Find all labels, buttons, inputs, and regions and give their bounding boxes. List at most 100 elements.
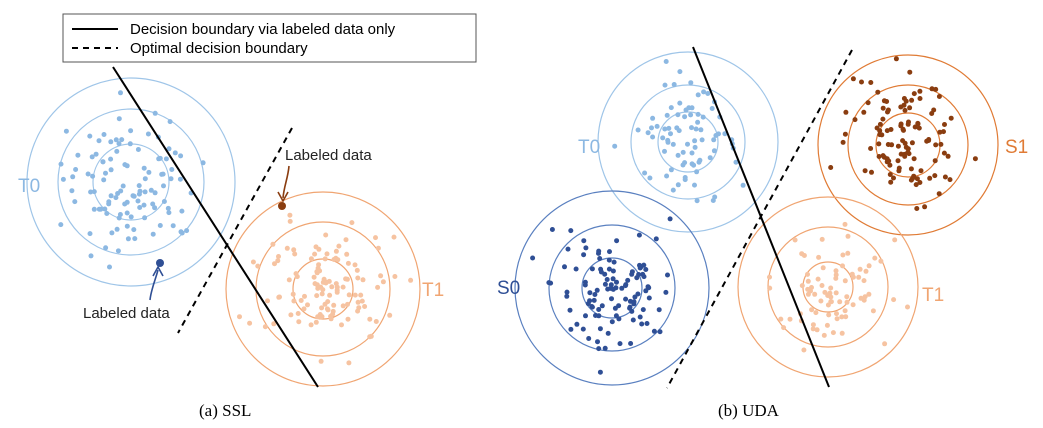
scatter-point bbox=[288, 312, 294, 318]
scatter-point bbox=[132, 236, 138, 242]
scatter-point bbox=[408, 277, 414, 283]
scatter-point bbox=[360, 277, 366, 283]
scatter-point bbox=[136, 191, 142, 197]
scatter-point bbox=[707, 155, 713, 161]
scatter-point bbox=[109, 230, 115, 236]
scatter-point bbox=[821, 332, 827, 338]
scatter-point bbox=[908, 166, 914, 172]
scatter-point bbox=[125, 236, 131, 242]
scatter-point bbox=[150, 231, 156, 237]
scatter-point bbox=[101, 177, 107, 183]
scatter-point bbox=[301, 306, 307, 312]
scatter-point bbox=[834, 311, 839, 317]
scatter-point bbox=[627, 304, 633, 310]
scatter-point bbox=[805, 286, 811, 292]
scatter-point bbox=[237, 314, 242, 320]
scatter-point bbox=[941, 150, 947, 156]
scatter-point bbox=[272, 261, 277, 267]
scatter-point bbox=[265, 298, 270, 304]
scatter-point bbox=[875, 89, 881, 95]
scatter-point bbox=[657, 329, 663, 335]
scatter-point bbox=[767, 285, 773, 291]
scatter-point bbox=[885, 107, 891, 113]
scatter-point bbox=[926, 138, 932, 143]
scatter-point bbox=[713, 133, 719, 138]
scatter-point bbox=[292, 251, 298, 257]
scatter-point bbox=[922, 204, 928, 210]
scatter-point bbox=[336, 243, 342, 249]
scatter-point bbox=[605, 330, 611, 336]
scatter-point bbox=[882, 341, 888, 347]
scatter-point bbox=[918, 168, 924, 174]
scatter-point bbox=[602, 345, 608, 351]
cluster-s1-rings bbox=[817, 54, 999, 236]
scatter-point bbox=[295, 311, 301, 316]
scatter-point bbox=[352, 292, 358, 298]
scatter-point bbox=[296, 319, 302, 325]
scatter-point bbox=[844, 299, 850, 305]
scatter-point bbox=[564, 289, 570, 295]
scatter-point bbox=[837, 299, 843, 305]
scatter-point bbox=[933, 142, 939, 148]
scatter-point bbox=[179, 230, 185, 236]
scatter-point bbox=[812, 291, 818, 297]
scatter-point bbox=[591, 297, 597, 303]
scatter-point bbox=[914, 206, 920, 211]
scatter-point bbox=[589, 304, 595, 310]
scatter-point bbox=[896, 165, 902, 171]
scatter-point bbox=[276, 254, 281, 259]
scatter-point bbox=[107, 264, 112, 270]
scatter-point bbox=[355, 275, 361, 281]
scatter-point bbox=[676, 128, 682, 134]
t0-middle-ring bbox=[57, 108, 205, 256]
scatter-point bbox=[711, 137, 717, 143]
scatter-point bbox=[142, 189, 148, 195]
scatter-point bbox=[568, 228, 574, 234]
panel-b-s0-label: S0 bbox=[497, 278, 520, 299]
scatter-point bbox=[901, 96, 907, 101]
scatter-point bbox=[573, 266, 579, 272]
scatter-point bbox=[911, 91, 917, 97]
scatter-point bbox=[142, 215, 148, 221]
scatter-point bbox=[605, 286, 611, 292]
scatter-point bbox=[586, 336, 592, 341]
scatter-point bbox=[816, 254, 822, 260]
scatter-point bbox=[114, 148, 120, 154]
scatter-point bbox=[662, 126, 668, 132]
scatter-point bbox=[594, 287, 600, 293]
scatter-point bbox=[641, 262, 647, 268]
scatter-point bbox=[839, 314, 845, 320]
scatter-point bbox=[636, 272, 642, 277]
scatter-point bbox=[362, 304, 368, 309]
scatter-point bbox=[880, 116, 886, 122]
scatter-point bbox=[866, 291, 872, 297]
scatter-point bbox=[695, 92, 701, 98]
scatter-point bbox=[842, 221, 848, 227]
scatter-point bbox=[131, 227, 137, 233]
scatter-point bbox=[327, 292, 333, 298]
scatter-point bbox=[868, 146, 874, 151]
scatter-point bbox=[124, 223, 130, 229]
scatter-point bbox=[644, 321, 650, 326]
t1-unlabeled-points bbox=[237, 212, 414, 366]
cluster-t0-rings bbox=[26, 77, 236, 287]
scatter-point bbox=[840, 139, 846, 145]
scatter-point bbox=[668, 131, 673, 137]
scatter-point bbox=[818, 298, 824, 304]
legend-solid-label: Decision boundary via labeled data only bbox=[130, 21, 396, 38]
scatter-point bbox=[612, 305, 618, 311]
scatter-point bbox=[150, 201, 156, 207]
scatter-point bbox=[660, 135, 666, 141]
scatter-point bbox=[355, 308, 361, 314]
scatter-point bbox=[345, 316, 351, 322]
scatter-point bbox=[313, 319, 319, 325]
scatter-point bbox=[178, 153, 184, 159]
scatter-point bbox=[858, 295, 864, 301]
scatter-point bbox=[680, 149, 686, 155]
scatter-point bbox=[612, 143, 618, 149]
scatter-point bbox=[630, 317, 636, 323]
scatter-point bbox=[291, 298, 297, 304]
scatter-point bbox=[200, 160, 206, 166]
scatter-point bbox=[619, 285, 625, 291]
scatter-point bbox=[335, 257, 341, 263]
